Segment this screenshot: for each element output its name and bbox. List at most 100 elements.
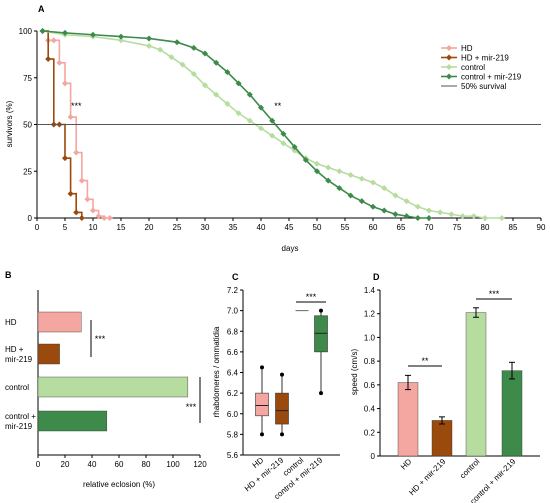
b-x-tick-label: 20 (61, 460, 70, 469)
a-point (448, 211, 455, 218)
c-y-tick-label: 6.6 (227, 348, 239, 357)
b-category-label: HD + (5, 345, 24, 354)
a-point (381, 207, 388, 214)
b-bar (37, 311, 82, 333)
a-point (73, 149, 80, 156)
a-point (269, 132, 276, 139)
b-bar (37, 410, 108, 432)
c-outlier (260, 365, 264, 370)
d-bar (465, 312, 487, 457)
c-category-label: HD (251, 455, 266, 469)
c-outlier (260, 432, 264, 437)
a-x-tick-label: 80 (481, 223, 490, 232)
a-point (325, 164, 332, 171)
a-point (280, 140, 287, 147)
a-point (291, 143, 298, 150)
a-y-tick-label: 100 (19, 27, 33, 36)
a-legend-marker (446, 54, 452, 61)
a-point (498, 215, 505, 221)
a-point (101, 215, 108, 221)
a-legend-label: HD (461, 44, 473, 53)
d-y-tick-label: 0.2 (364, 428, 376, 437)
a-point (190, 44, 197, 51)
a-point (202, 82, 208, 89)
a-x-tick-label: 75 (453, 223, 462, 232)
a-point (45, 56, 52, 63)
a-point (470, 213, 477, 220)
a-significance-label: ** (274, 101, 282, 111)
d-significance-label: ** (421, 356, 429, 366)
a-point (482, 215, 488, 221)
a-x-tick-label: 45 (285, 223, 294, 232)
a-y-axis-title: survivors (%) (5, 100, 14, 147)
a-legend-label: HD + mir-219 (461, 54, 509, 63)
a-x-tick-label: 40 (257, 223, 266, 232)
a-point (314, 168, 320, 175)
a-point (224, 69, 231, 76)
a-y-tick-label: 25 (23, 167, 32, 176)
a-point (67, 114, 74, 121)
a-legend-label: 50% survival (461, 82, 507, 91)
c-y-tick-label: 5.8 (227, 430, 239, 439)
c-y-tick-label: 6.2 (227, 389, 239, 398)
panel-label-a: A (38, 4, 45, 14)
a-point (314, 160, 320, 167)
a-point (358, 198, 365, 205)
c-box (314, 315, 328, 353)
d-y-tick-label: 0.8 (364, 357, 376, 366)
a-point (50, 37, 57, 44)
a-x-tick-label: 20 (145, 223, 154, 232)
a-x-tick-label: 25 (173, 223, 182, 232)
d-y-tick-label: 0 (371, 452, 376, 461)
b-x-tick-label: 120 (193, 460, 207, 469)
d-y-tick-label: 1.0 (364, 333, 376, 342)
a-point (426, 215, 432, 221)
a-point (347, 171, 354, 178)
b-x-tick-label: 0 (36, 460, 41, 469)
a-point (213, 59, 220, 66)
a-series-line-3 (42, 30, 429, 219)
b-x-axis-title: relative eclosion (%) (83, 480, 155, 489)
c-box (255, 392, 269, 417)
a-point (403, 213, 410, 220)
a-y-tick-label: 0 (28, 214, 33, 223)
a-y-tick-label: 75 (23, 74, 32, 83)
panel-label-b: B (5, 270, 12, 280)
b-category-label: mir-219 (5, 422, 33, 431)
a-point (106, 215, 113, 221)
a-point (62, 29, 68, 36)
a-x-tick-label: 10 (89, 223, 98, 232)
a-legend-label: control (461, 63, 485, 72)
d-bar (397, 382, 419, 457)
d-category-label: HD + mir-219 (407, 457, 448, 498)
a-point (414, 203, 421, 210)
a-point (302, 157, 309, 164)
a-legend-label: control + mir-219 (461, 73, 522, 82)
a-point (336, 185, 343, 192)
a-x-tick-label: 55 (341, 223, 350, 232)
d-significance-label: *** (489, 289, 500, 299)
b-category-label: mir-219 (5, 355, 33, 364)
a-point (62, 80, 68, 87)
a-point (246, 117, 253, 124)
a-point (258, 104, 264, 111)
c-y-tick-label: 6.8 (227, 327, 239, 336)
b-significance-label: *** (95, 334, 106, 344)
a-point (235, 80, 242, 87)
a-point (414, 215, 421, 221)
a-point (403, 198, 410, 205)
d-y-axis-title: speed (cm/s) (350, 349, 359, 396)
b-x-tick-label: 40 (88, 460, 97, 469)
a-x-tick-label: 5 (63, 223, 68, 232)
a-x-tick-label: 65 (397, 223, 406, 232)
a-point (67, 190, 74, 197)
b-x-tick-label: 100 (166, 460, 180, 469)
a-x-axis-title: days (282, 244, 299, 253)
d-y-tick-label: 0.6 (364, 381, 376, 390)
c-significance-label: *** (306, 292, 317, 302)
b-category-label: control + (5, 412, 36, 421)
d-bar (431, 420, 453, 457)
a-point (358, 175, 365, 182)
c-outlier (319, 391, 323, 396)
c-outlier (319, 308, 323, 313)
